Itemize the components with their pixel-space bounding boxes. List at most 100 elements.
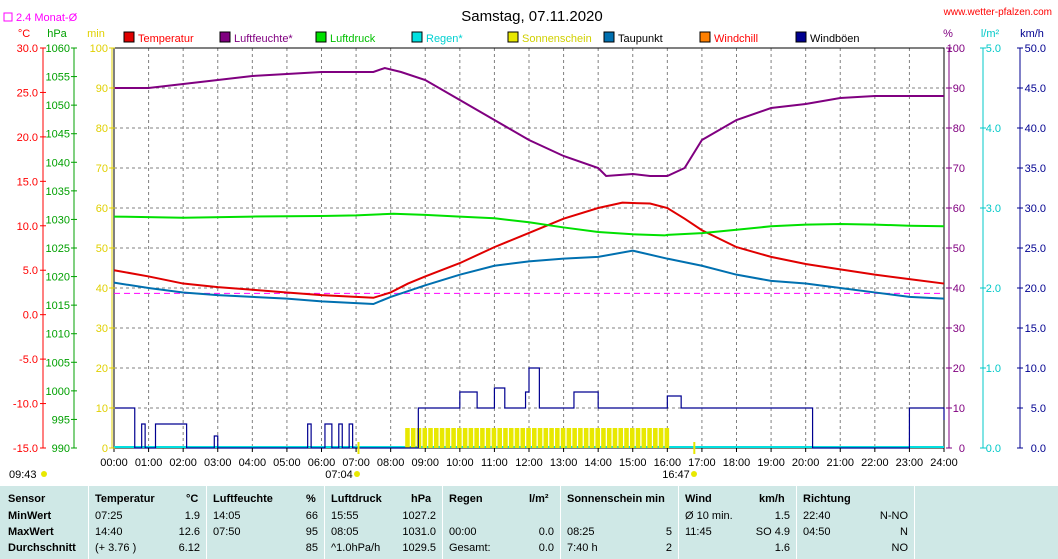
- stat-dir-time: 04:50: [803, 526, 831, 538]
- wind-unit: km/h: [1020, 28, 1044, 40]
- sunshine-bar: [555, 428, 560, 448]
- sunshine-bar: [416, 428, 422, 448]
- temp-tick-label: 25.0: [17, 87, 38, 99]
- legend-label: Regen*: [426, 33, 463, 45]
- humidity-tick-label: 10: [953, 403, 965, 415]
- gusts-series: [114, 367, 945, 449]
- sunshine-bar: [635, 428, 641, 448]
- sunshine-bar: [601, 428, 606, 448]
- sunshine-bar: [664, 428, 670, 448]
- wind-tick-label: 15.0: [1025, 323, 1046, 335]
- pressure-tick-label: 995: [52, 414, 70, 426]
- wind-tick-label: 5.0: [1031, 403, 1046, 415]
- temp-tick-label: -10.0: [13, 399, 38, 411]
- header-temperature: Temperatur: [95, 493, 155, 505]
- wind-tick-label: 0.0: [1031, 443, 1046, 455]
- legend-label: Temperatur: [138, 33, 194, 45]
- sunshine-bar: [428, 428, 433, 448]
- stat-temp-val: 6.12: [178, 542, 200, 554]
- stat-temp-val: 12.6: [178, 526, 200, 538]
- stat-wind-time: 11:45: [685, 526, 712, 538]
- sunshine-bar: [514, 428, 520, 448]
- legend-swatch: [603, 31, 615, 43]
- x-tick-label: 23:00: [896, 457, 924, 469]
- stat-wind-val: 1.6: [774, 542, 790, 554]
- series-layer: [113, 66, 945, 449]
- header-humidity: Luftfeuchte: [213, 493, 273, 505]
- humidity-tick-label: 70: [953, 163, 965, 175]
- sunshine-bar: [641, 428, 647, 448]
- stat-dir-time: 22:40: [803, 510, 831, 522]
- stat-sun-time: 7:40 h: [567, 542, 598, 554]
- x-tick-label: 20:00: [792, 457, 820, 469]
- rain-tick-label: 2.0: [986, 283, 1001, 295]
- sunshine-bar: [560, 428, 566, 448]
- stat-pres-time: 08:05: [331, 526, 359, 538]
- header-temp-unit: °C: [186, 493, 199, 505]
- x-tick-label: 06:00: [308, 457, 336, 469]
- sunshine-bar: [462, 428, 468, 448]
- pressure-tick-label: 1060: [46, 43, 70, 55]
- sun-dot-icon: [41, 471, 47, 477]
- sunshine-bar: [537, 428, 543, 448]
- header-rain-unit: l/m²: [529, 493, 549, 505]
- sunshine-bar: [583, 428, 589, 448]
- current-time: 09:43: [9, 469, 37, 481]
- sunshine-bar: [618, 428, 624, 448]
- legend-label: Windböen: [810, 33, 860, 45]
- humidity-series: [114, 66, 944, 178]
- sunshine-bar: [606, 428, 612, 448]
- stat-label: MaxWert: [8, 526, 54, 538]
- sunshine-bar: [491, 428, 497, 448]
- x-tick-label: 19:00: [757, 457, 785, 469]
- rain-tick-label: 1.0: [986, 363, 1001, 375]
- stat-hum-val: 95: [305, 526, 318, 538]
- legend-label: Windchill: [714, 33, 758, 45]
- temperature-series: [113, 201, 945, 299]
- x-tick-label: 22:00: [861, 457, 889, 469]
- x-tick-label: 13:00: [550, 457, 578, 469]
- temp-tick-label: 0.0: [23, 310, 38, 322]
- temp-tick-label: -5.0: [19, 354, 38, 366]
- sun_minutes-tick-label: 20: [96, 363, 108, 375]
- x-tick-label: 05:00: [273, 457, 301, 469]
- pressure-tick-label: 1015: [46, 300, 70, 312]
- statistics-table: Sensor Temperatur °C Luftfeuchte % Luftd…: [0, 486, 1058, 559]
- stat-pres-val: 1027.2: [402, 510, 436, 522]
- x-tick-label: 21:00: [826, 457, 854, 469]
- sunshine-bar: [549, 428, 554, 448]
- stat-hum-val: 85: [305, 542, 318, 554]
- sunshine-bar: [531, 428, 537, 448]
- legend-swatch: [699, 31, 711, 43]
- pressure-tick-label: 1005: [46, 357, 70, 369]
- wind-tick-label: 25.0: [1025, 243, 1046, 255]
- sun_minutes-tick-label: 80: [96, 123, 108, 135]
- header-direction: Richtung: [803, 493, 851, 505]
- stat-rain-val: 0.0: [538, 542, 554, 554]
- wind-tick-label: 50.0: [1025, 43, 1046, 55]
- sunshine-bar: [474, 428, 479, 448]
- stat-temp-time: 14:40: [95, 526, 123, 538]
- temp-unit: °C: [18, 28, 30, 40]
- humidity-tick-label: 30: [953, 323, 965, 335]
- sunshine-bar: [508, 428, 514, 448]
- sun_minutes-tick-label: 60: [96, 203, 108, 215]
- x-tick-label: 08:00: [377, 457, 405, 469]
- humidity-tick-label: 50: [953, 243, 965, 255]
- sun_minutes-tick-label: 0: [102, 443, 108, 455]
- sunshine-bar: [468, 428, 474, 448]
- pressure-tick-label: 1040: [46, 157, 70, 169]
- temp-tick-label: 20.0: [17, 132, 38, 144]
- rain-tick-label: 3.0: [986, 203, 1001, 215]
- stat-sun-val: 2: [665, 542, 672, 554]
- stat-label: MinWert: [8, 510, 52, 522]
- sunshine-bar: [566, 428, 572, 448]
- humidity-tick-label: 40: [953, 283, 965, 295]
- legend-label: Luftdruck: [330, 33, 376, 45]
- sunshine-bar: [503, 428, 508, 448]
- sun_minutes-tick-label: 100: [90, 43, 108, 55]
- stat-wind-val: 1.5: [774, 510, 790, 522]
- site-link[interactable]: www.wetter-pfalzen.com: [943, 7, 1052, 18]
- x-tick-label: 12:00: [515, 457, 543, 469]
- stat-wind-val: SO 4.9: [755, 526, 790, 538]
